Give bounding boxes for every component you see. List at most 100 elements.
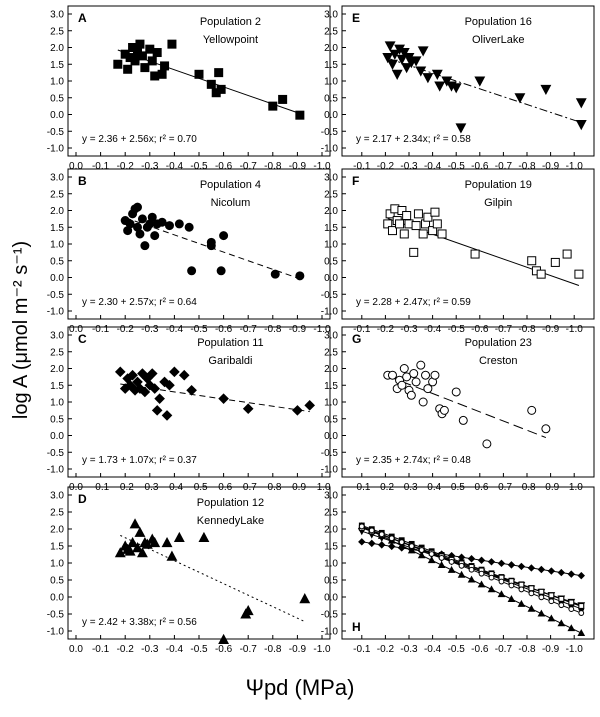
x-tick-label: -0.9 (289, 644, 307, 655)
data-point (167, 39, 177, 49)
x-tick-label: -0.8 (264, 324, 282, 335)
data-point (134, 526, 146, 537)
x-tick-label: -0.6 (471, 644, 489, 655)
data-point (186, 384, 197, 396)
data-point (406, 390, 416, 400)
y-tick-label: -1.0 (321, 307, 339, 318)
x-tick-label: -0.8 (518, 644, 536, 655)
x-tick-label: -0.1 (92, 324, 110, 335)
x-tick-label: -0.8 (264, 644, 282, 655)
x-tick-label: -0.9 (542, 324, 560, 335)
series-marker (358, 538, 366, 546)
data-point (216, 84, 226, 94)
series-marker (558, 602, 565, 609)
series-marker (467, 555, 476, 563)
series-marker (497, 559, 506, 568)
y-tick-label: 2.5 (324, 347, 338, 358)
series-marker (547, 614, 556, 622)
y-tick-label: 1.5 (50, 60, 64, 71)
panel-letter: D (78, 492, 87, 506)
data-point (152, 48, 162, 58)
series-marker (518, 586, 525, 593)
data-point (139, 386, 151, 398)
series-marker (457, 570, 466, 578)
series-marker (558, 595, 565, 602)
y-tick-label: 0.5 (324, 576, 338, 587)
series-7 (358, 523, 585, 616)
data-point (113, 59, 123, 69)
data-point (399, 364, 409, 373)
data-point (430, 207, 440, 217)
regression-equation: y = 2.28 + 2.47x; r² = 0.59 (356, 297, 471, 308)
data-point (409, 247, 419, 257)
series-marker (557, 619, 566, 627)
data-point (114, 366, 126, 378)
data-point (134, 383, 146, 394)
data-point (397, 206, 407, 215)
x-tick-label: -0.6 (471, 161, 489, 172)
y-tick-label: 0.5 (324, 93, 338, 104)
series-marker (418, 547, 425, 553)
data-point (129, 518, 141, 529)
y-tick-label: -1.0 (321, 144, 339, 155)
data-point (160, 61, 170, 71)
panel-letter: A (78, 11, 87, 25)
data-point (417, 46, 429, 57)
y-axis-label: log A (μmol m⁻² s⁻¹) (10, 241, 32, 419)
data-point (133, 202, 142, 212)
series-marker (448, 558, 455, 565)
y-tick-label: 3.0 (50, 491, 64, 502)
data-point (140, 241, 150, 251)
series-marker (477, 580, 486, 588)
panel-c: 3.0 2.5 2.0 1.5 1.0 0.5 0.0 -0.5 -1.0 0.0 -0.1 -0.2… (47, 326, 331, 493)
data-point (437, 229, 447, 239)
data-point (410, 56, 422, 67)
population-label: Population 12 (197, 497, 264, 509)
x-tick-label: -0.5 (448, 644, 466, 655)
data-point (218, 633, 230, 644)
y-tick-label: 0.5 (50, 93, 64, 104)
x-tick-label: -0.7 (240, 644, 258, 655)
panel-h: 3.0 2.5 2.0 1.5 1.0 0.5 0.0 -0.5 -1.0 -0.1 -0.2 -0.… (321, 486, 595, 655)
x-tick-label: -0.4 (166, 324, 184, 335)
regression-equation: y = 1.73 + 1.07x; r² = 0.37 (82, 455, 197, 466)
series-marker (577, 629, 586, 636)
y-tick-label: 2.5 (324, 26, 338, 37)
data-point (137, 51, 147, 61)
regression-equation: y = 2.42 + 3.38x; r² = 0.56 (82, 617, 197, 628)
x-tick-label: -0.6 (471, 324, 489, 335)
x-tick-label: -0.5 (448, 324, 466, 335)
data-point (385, 209, 395, 219)
x-tick-label: -0.9 (289, 161, 307, 172)
x-tick-label: -0.5 (448, 161, 466, 172)
y-tick-label: 3.0 (324, 10, 338, 21)
panel-b: 3.0 2.5 2.0 1.5 1.0 0.5 0.0 -0.5 -1.0 0.0 -0.1 -0.2… (47, 168, 331, 335)
data-point (124, 379, 136, 391)
data-point (164, 221, 174, 231)
data-point (268, 101, 278, 111)
data-point (413, 209, 423, 219)
y-tick-label: 2.0 (50, 206, 64, 217)
y-tick-label: 2.0 (50, 43, 64, 54)
data-point (482, 439, 492, 449)
data-point (411, 221, 421, 231)
data-point (550, 257, 560, 267)
y-tick-label: 0.0 (324, 593, 338, 604)
y-tick-label: 2.0 (50, 525, 64, 536)
y-tick-label: 0.5 (324, 256, 338, 267)
data-point (439, 405, 449, 415)
y-tick-label: 1.5 (324, 542, 338, 553)
series-marker (578, 610, 585, 616)
y-tick-label: 2.5 (324, 508, 338, 519)
y-tick-label: 2.5 (50, 347, 64, 358)
data-point (575, 98, 587, 109)
x-tick-label: -0.6 (215, 161, 233, 172)
data-point (450, 83, 462, 94)
series-marker (438, 555, 445, 561)
data-point (173, 531, 185, 542)
data-point (387, 226, 397, 236)
panel-f: 3.0 2.5 2.0 1.5 1.0 0.5 0.0 -0.5 -1.0 -0.1 -0.2 -0.… (321, 168, 595, 335)
data-point (431, 69, 443, 80)
y-tick-label: 3.0 (324, 331, 338, 342)
data-point (127, 369, 138, 381)
